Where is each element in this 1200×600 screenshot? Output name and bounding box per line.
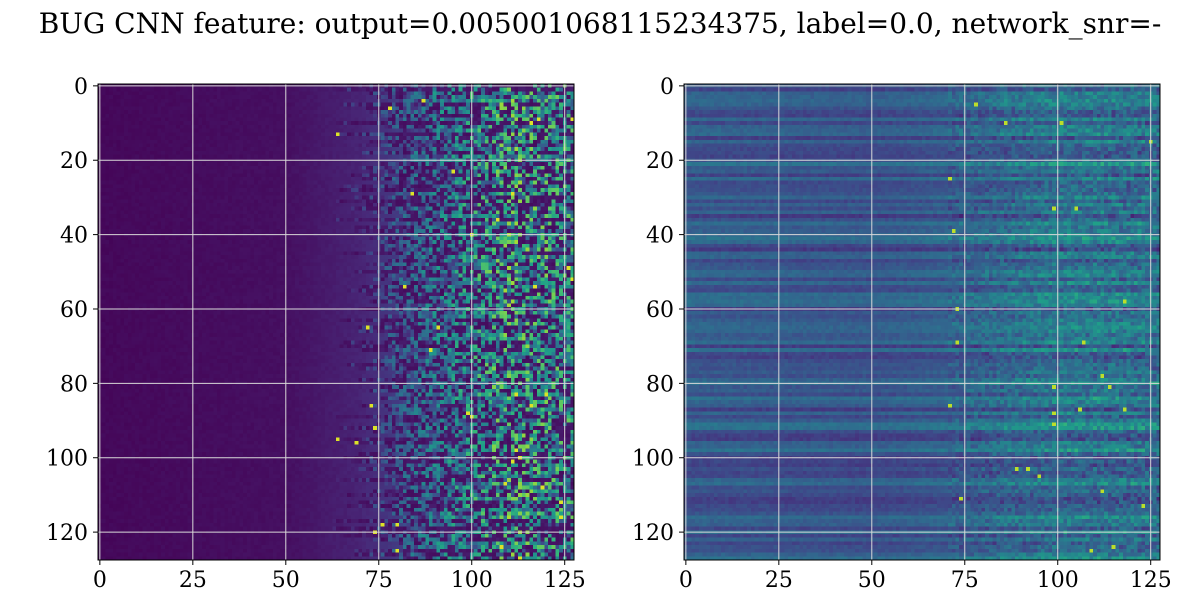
x-tick-label: 100: [451, 568, 493, 593]
heatmap-left: 0 25 50 75 100 125 0 20 40 60 80 100 120: [46, 75, 586, 593]
heatmap-image: [684, 84, 1160, 560]
y-tick-label: 60: [646, 298, 674, 323]
x-tick-label: 25: [765, 568, 793, 593]
y-tick-label: 100: [46, 447, 88, 472]
figure-title: BUG CNN feature: output=0.00500106811523…: [39, 7, 1162, 40]
axes-frame: [97, 83, 575, 561]
y-tick-label: 80: [646, 372, 674, 397]
x-tick-label: 75: [365, 568, 393, 593]
y-tick-label: 100: [632, 447, 674, 472]
heatmap-image: [98, 84, 574, 560]
y-tick-label: 120: [46, 521, 88, 546]
axes-frame: [683, 83, 1161, 561]
y-tick-label: 20: [60, 149, 88, 174]
x-tick-label: 75: [951, 568, 979, 593]
y-tick-label: 0: [74, 75, 88, 100]
y-tick-label: 60: [60, 298, 88, 323]
x-tick-label: 125: [1130, 568, 1172, 593]
x-tick-label: 0: [93, 568, 107, 593]
x-tick-label: 50: [272, 568, 300, 593]
x-tick-label: 25: [179, 568, 207, 593]
x-tick-label: 0: [679, 568, 693, 593]
y-tick-label: 120: [632, 521, 674, 546]
x-tick-label: 125: [544, 568, 586, 593]
y-tick-label: 80: [60, 372, 88, 397]
heatmap-right: 0 25 50 75 100 125 0 20 40 60 80 100 120: [632, 75, 1172, 593]
x-tick-label: 100: [1037, 568, 1079, 593]
y-tick-label: 20: [646, 149, 674, 174]
x-tick-label: 50: [858, 568, 886, 593]
y-tick-label: 0: [660, 75, 674, 100]
y-tick-label: 40: [60, 224, 88, 249]
y-tick-label: 40: [646, 224, 674, 249]
